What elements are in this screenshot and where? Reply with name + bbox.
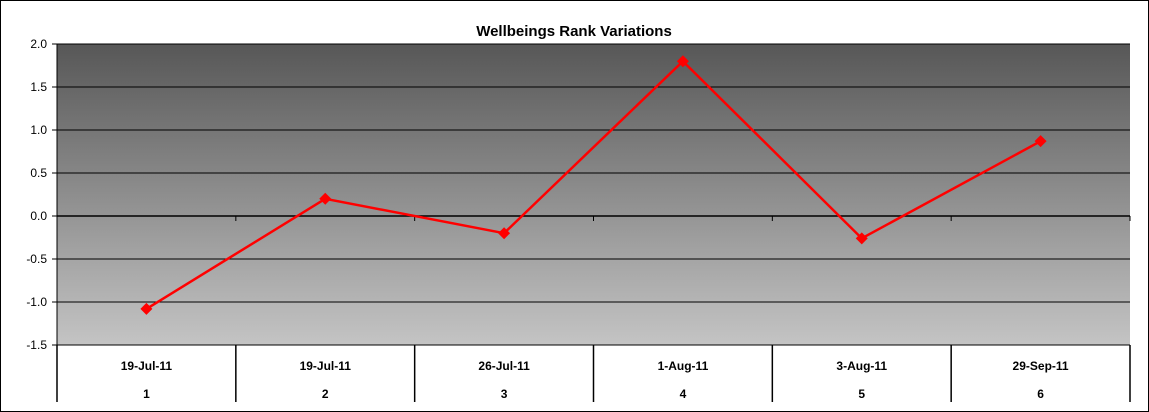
x-category-index: 4 [680,387,687,401]
data-point-marker [1034,135,1047,148]
x-category-index: 3 [501,387,508,401]
chart-title: Wellbeings Rank Variations [476,23,672,40]
y-tick-label: -1.0 [26,295,47,309]
y-tick-label: 1.5 [30,80,47,94]
data-point-marker [676,55,689,68]
data-point-marker [498,227,511,240]
data-point-marker [855,232,868,245]
x-category-index: 1 [143,387,150,401]
data-point-marker [140,302,153,315]
data-point-marker [319,192,332,205]
y-tick-label: -1.5 [26,338,47,352]
x-category-date: 3-Aug-11 [836,359,887,373]
x-category-date: 26-Jul-11 [478,359,530,373]
x-category-date: 29-Sep-11 [1013,359,1069,373]
series-line [145,59,1042,310]
x-category-index: 5 [858,387,865,401]
x-category-date: 19-Jul-11 [121,359,173,373]
y-tick-label: 2.0 [30,37,47,51]
x-category-date: 1-Aug-11 [658,359,709,373]
y-tick-label: -0.5 [26,252,47,266]
y-tick-label: 1.0 [30,123,47,137]
y-tick-label: 0.0 [30,209,47,223]
y-tick-label: 0.5 [30,166,47,180]
x-category-date: 19-Jul-11 [300,359,352,373]
x-category-index: 6 [1037,387,1044,401]
plot-area [57,44,1130,345]
x-category-index: 2 [322,387,329,401]
